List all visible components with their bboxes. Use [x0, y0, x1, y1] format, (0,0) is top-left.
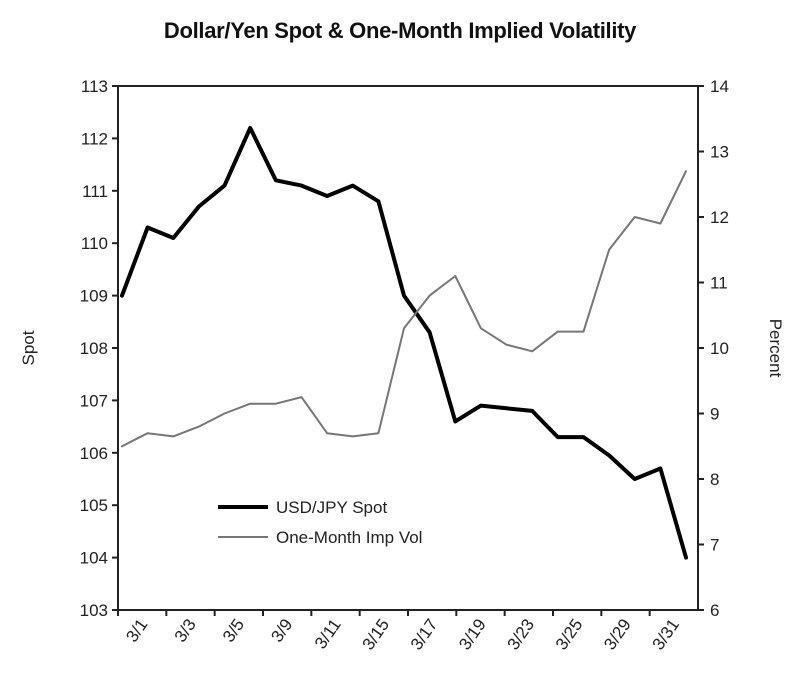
left-tick-label: 112: [81, 129, 108, 148]
x-tick-label: 3/11: [311, 615, 345, 652]
left-tick-label: 104: [80, 549, 108, 568]
x-tick-label: 3/19: [455, 615, 490, 653]
spot-series-line: [120, 125, 688, 560]
left-tick-label: 103: [80, 601, 108, 620]
x-tick-label: 3/17: [407, 615, 442, 653]
right-tick-label: 7: [710, 536, 719, 555]
x-tick-label: 3/31: [649, 615, 684, 653]
left-tick-label: 105: [80, 496, 108, 515]
left-tick-label: 109: [80, 287, 108, 306]
left-tick-label: 108: [80, 339, 108, 358]
right-tick-label: 13: [710, 143, 729, 162]
x-tick-label: 3/3: [171, 615, 200, 645]
right-tick-label: 8: [710, 470, 719, 489]
right-tick-label: 11: [710, 274, 728, 293]
x-tick-label: 3/15: [359, 615, 394, 653]
chart-title: Dollar/Yen Spot & One-Month Implied Vola…: [163, 18, 637, 43]
right-tick-label: 9: [710, 405, 719, 424]
legend-label-vol: One-Month Imp Vol: [276, 528, 422, 547]
x-tick-label: 3/23: [504, 615, 539, 653]
right-tick-label: 10: [710, 339, 729, 358]
left-axis-label: Spot: [19, 330, 38, 365]
left-tick-label: 113: [81, 77, 108, 96]
x-tick-label: 3/25: [552, 615, 587, 653]
right-tick-label: 12: [710, 208, 729, 227]
x-tick-label: 3/5: [219, 615, 248, 645]
left-tick-label: 107: [80, 391, 108, 410]
vol-series-line: [121, 170, 687, 448]
x-tick-label: 3/1: [122, 615, 151, 645]
legend-label-spot: USD/JPY Spot: [276, 498, 387, 517]
right-tick-label: 6: [710, 601, 719, 620]
left-tick-label: 110: [81, 234, 108, 253]
x-tick-label: 3/29: [600, 615, 635, 653]
left-tick-label: 111: [82, 182, 108, 201]
x-tick-label: 3/9: [267, 615, 296, 645]
right-tick-label: 14: [710, 77, 729, 96]
left-tick-label: 106: [80, 444, 108, 463]
right-axis-label: Percent: [766, 319, 785, 378]
